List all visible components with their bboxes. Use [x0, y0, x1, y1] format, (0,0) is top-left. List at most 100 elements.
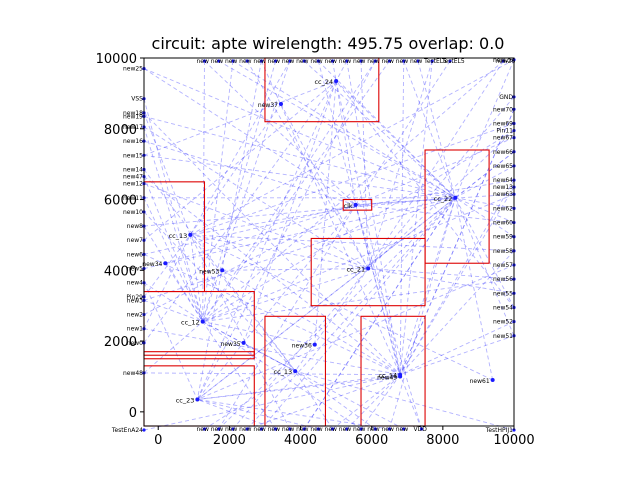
pin-label: new18	[123, 110, 143, 117]
pin-label: new	[225, 426, 237, 433]
cell-label: cc_12	[181, 319, 200, 327]
pin-label: new61	[470, 378, 490, 385]
chart-title: circuit: apte wirelength: 495.75 overlap…	[152, 34, 505, 53]
net-edge	[232, 60, 456, 199]
pin-dot	[490, 378, 495, 382]
net-edge	[218, 197, 456, 430]
net-edge	[189, 60, 291, 236]
pin-dots	[142, 58, 516, 432]
net-edge	[243, 80, 337, 343]
pin-dot	[202, 59, 207, 63]
y-tick-label: 2000	[104, 335, 137, 350]
net-edge	[280, 103, 369, 269]
pin-label: new	[367, 58, 379, 65]
net-edge	[367, 60, 433, 269]
x-tick-label: 2000	[213, 433, 246, 448]
net-edge	[403, 60, 456, 198]
cell-anchor	[353, 202, 358, 207]
net-edge	[197, 197, 456, 400]
pin-label: new	[325, 426, 337, 433]
net-edge	[143, 98, 204, 322]
pin-dot	[387, 59, 392, 63]
pin-label: new	[211, 58, 223, 65]
net-edge	[143, 299, 203, 323]
net-edge	[143, 183, 369, 269]
pin-label: TestEnA24	[111, 427, 143, 434]
pin-dot	[259, 59, 264, 63]
net-edge	[355, 204, 422, 430]
plot-frame	[143, 57, 515, 427]
x-tick-label: 0	[154, 433, 162, 448]
pin-label: new26	[493, 57, 513, 64]
pin-dot	[373, 427, 377, 431]
net-edge	[202, 268, 369, 323]
net-edge	[400, 335, 515, 376]
pin-label: new	[353, 58, 365, 65]
pin-label: new34	[142, 261, 162, 268]
pin-labels: cc_24 cc_13 cc_22 cc_21 clk cc_12 cc_23 cc_13 cc…	[111, 57, 516, 434]
pin-dot	[316, 59, 320, 63]
net-edge	[417, 60, 456, 198]
pin-label: GND	[499, 94, 513, 101]
pin-label: TestEL5	[441, 58, 465, 65]
pin-dot	[316, 427, 320, 431]
pin-label: new59	[493, 234, 513, 241]
y-tick-label: 4000	[104, 264, 137, 279]
pin-dot	[419, 427, 424, 431]
pin-label: new	[396, 426, 408, 433]
net-edge	[143, 282, 198, 400]
net-edge	[355, 204, 401, 375]
net-edge	[355, 204, 401, 377]
net-edge	[399, 109, 515, 375]
net-edge	[143, 204, 356, 255]
net-edge	[332, 374, 401, 430]
net-edge	[399, 109, 515, 375]
pin-label: new	[353, 426, 365, 433]
net-edge	[189, 103, 282, 236]
net-edge	[243, 342, 296, 372]
net-edge	[399, 197, 456, 375]
pin-label: new19	[123, 113, 143, 120]
net-edge	[455, 151, 515, 199]
pin-label: new53	[199, 268, 219, 275]
pin-label: new	[339, 426, 351, 433]
pin-label: new3	[127, 297, 143, 304]
pin-dot	[359, 59, 363, 63]
pin-label: TestEL5	[423, 58, 447, 65]
cell-rect	[424, 149, 490, 264]
pin-label: new	[253, 58, 265, 65]
pin-label: new58	[493, 248, 513, 255]
pin-label: new11	[123, 195, 143, 202]
net-edge	[355, 197, 456, 206]
pin-label: new37	[258, 102, 278, 109]
net-edge	[202, 60, 277, 322]
y-tick-label: 6000	[104, 194, 137, 209]
net-edge	[143, 80, 337, 241]
net-edge	[368, 268, 515, 280]
pin-dot	[217, 59, 221, 63]
net-edge	[165, 204, 356, 264]
pin-dot	[302, 427, 306, 431]
pin-label: new25	[123, 66, 143, 73]
pin-label: new64	[493, 177, 513, 184]
pin-dot	[430, 59, 434, 63]
pin-label: new49	[377, 374, 397, 381]
pin-label: new47	[123, 174, 143, 181]
pin-label: new	[296, 426, 308, 433]
pin-label: new	[381, 426, 393, 433]
x-tick-label: 6000	[355, 433, 388, 448]
net-edge	[399, 374, 422, 430]
net-edge	[143, 374, 401, 431]
pin-dot	[345, 59, 349, 63]
pin-dot	[330, 59, 335, 63]
pin-label: new	[325, 58, 337, 65]
net-edge	[455, 197, 515, 223]
pin-label: VSS	[131, 96, 143, 103]
net-edge	[355, 204, 515, 223]
pin-label: new15	[123, 152, 143, 159]
pin-dot	[402, 427, 406, 431]
net-edge	[335, 60, 348, 82]
pin-dot	[278, 102, 283, 106]
pin-dot	[217, 427, 221, 431]
net-edge	[247, 374, 401, 430]
